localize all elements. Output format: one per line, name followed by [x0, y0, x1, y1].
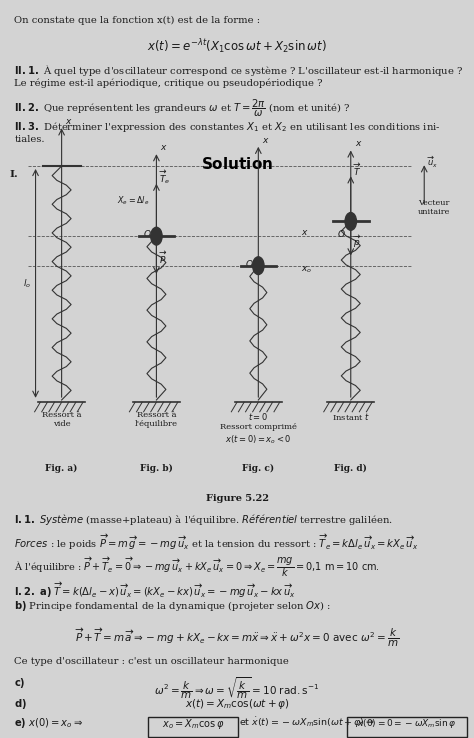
Text: $\overrightarrow{u}_x$: $\overrightarrow{u}_x$	[427, 155, 438, 170]
Text: $\mathbf{I.1.}$ $\mathit{Système}$ (masse+plateau) à l'équilibre. $\mathit{Référ: $\mathbf{I.1.}$ $\mathit{Système}$ (mass…	[14, 512, 393, 527]
Text: $x(t) = e^{-\lambda t}(X_1 \cos \omega t + X_2 \sin \omega t)$: $x(t) = e^{-\lambda t}(X_1 \cos \omega t…	[147, 37, 327, 55]
Text: On constate que la fonction x(t) est de la forme :: On constate que la fonction x(t) est de …	[14, 16, 260, 25]
Text: $\mathbf{d)}$: $\mathbf{d)}$	[14, 697, 27, 711]
Text: $x(t) = X_m \cos(\omega t + \varphi)$: $x(t) = X_m \cos(\omega t + \varphi)$	[185, 697, 289, 711]
Text: $O$: $O$	[245, 258, 254, 269]
Text: $\overrightarrow{P} + \overrightarrow{T} = m\,\overrightarrow{a}\Rightarrow -mg : $\overrightarrow{P} + \overrightarrow{T}…	[75, 627, 399, 649]
Circle shape	[345, 213, 356, 230]
Text: $O$: $O$	[337, 229, 346, 239]
Text: Fig. d): Fig. d)	[334, 464, 367, 473]
Text: I.: I.	[9, 170, 18, 179]
Text: $\mathbf{e)}$ $x(0) = x_o \Rightarrow$: $\mathbf{e)}$ $x(0) = x_o \Rightarrow$	[14, 716, 83, 730]
Text: $\mathit{Forces}$ : le poids $\overrightarrow{P} = m\,\overrightarrow{g} = -mg\,: $\mathit{Forces}$ : le poids $\overright…	[14, 533, 419, 552]
Text: $\mathbf{b)}$ Principe fondamental de la dynamique (projeter selon $Ox$) :: $\mathbf{b)}$ Principe fondamental de la…	[14, 599, 331, 613]
Text: Fig. c): Fig. c)	[242, 464, 274, 473]
Text: $x$: $x$	[160, 143, 168, 152]
Text: Figure 5.22: Figure 5.22	[206, 494, 268, 503]
Text: $\mathbf{II.1.}$ À quel type d'oscillateur correspond ce système ? L'oscillateur: $\mathbf{II.1.}$ À quel type d'oscillate…	[14, 63, 464, 77]
Text: $\mathbf{c)}$: $\mathbf{c)}$	[14, 676, 26, 690]
Circle shape	[151, 227, 162, 245]
Text: Le régime est-il apériodique, critique ou pseudopériodique ?: Le régime est-il apériodique, critique o…	[14, 79, 323, 89]
Text: Ressort à
l'équilibre: Ressort à l'équilibre	[135, 411, 178, 428]
Text: $\mathbf{II.2.}$ Que représentent les grandeurs $\omega$ et $T = \dfrac{2\pi}{\o: $\mathbf{II.2.}$ Que représentent les gr…	[14, 98, 351, 120]
Text: $\mathrm{et}\ \dot{x}(t) = -\omega X_m \sin(\omega t + \varphi) \Rightarrow$: $\mathrm{et}\ \dot{x}(t) = -\omega X_m \…	[239, 716, 375, 730]
Text: Fig. b): Fig. b)	[140, 464, 173, 473]
Text: $x$: $x$	[65, 117, 73, 126]
Text: $\mathbf{II.3.}$ Déterminer l'expression des constantes $X_1$ et $X_2$ en utilis: $\mathbf{II.3.}$ Déterminer l'expression…	[14, 120, 441, 134]
Text: $\overrightarrow{P}$: $\overrightarrow{P}$	[159, 250, 168, 266]
Text: $X_e = \Delta l_e$: $X_e = \Delta l_e$	[117, 195, 149, 207]
Text: $t = 0$
Ressort comprimé
$x(t=0) = x_o < 0$: $t = 0$ Ressort comprimé $x(t=0) = x_o <…	[220, 411, 297, 446]
Text: $O$: $O$	[143, 229, 152, 239]
Text: $l_o$: $l_o$	[23, 278, 31, 290]
Text: $\omega^2 = \dfrac{k}{m} \Rightarrow \omega = \sqrt{\dfrac{k}{m}} = 10\ \mathrm{: $\omega^2 = \dfrac{k}{m} \Rightarrow \om…	[155, 676, 319, 702]
Circle shape	[253, 257, 264, 275]
Text: $\mathbf{I.2.\ a)}$ $\overrightarrow{T} = k(\Delta l_e - x)\,\overrightarrow{u}_: $\mathbf{I.2.\ a)}$ $\overrightarrow{T} …	[14, 581, 296, 600]
Text: Ce type d'oscillateur : c'est un oscillateur harmonique: Ce type d'oscillateur : c'est un oscilla…	[14, 657, 289, 666]
Text: $\mathbf{Solution}$: $\mathbf{Solution}$	[201, 156, 273, 172]
Text: $\overrightarrow{T}_e$: $\overrightarrow{T}_e$	[159, 168, 170, 186]
Text: $x$: $x$	[262, 136, 270, 145]
Text: Vecteur
unitaire: Vecteur unitaire	[418, 199, 450, 216]
Text: Instant $t$: Instant $t$	[332, 411, 370, 422]
Text: $x_o = X_m \cos\varphi$: $x_o = X_m \cos\varphi$	[162, 717, 224, 731]
Text: On en déduit donc comme solution $\varphi = 0\ X_m = x_o$ soit $x(t) = x_o \cos\: On en déduit donc comme solution $\varph…	[14, 736, 357, 738]
Text: Ressort à
vide: Ressort à vide	[42, 411, 82, 428]
Text: $\dot{x}(0) = 0 = -\omega X_m \sin\varphi$: $\dot{x}(0) = 0 = -\omega X_m \sin\varph…	[357, 717, 457, 731]
Text: Fig. a): Fig. a)	[46, 464, 78, 473]
Text: $\overrightarrow{p}$: $\overrightarrow{p}$	[353, 234, 362, 250]
Text: $x_o$: $x_o$	[301, 264, 312, 275]
Text: $x$: $x$	[301, 228, 309, 237]
Text: tiales.: tiales.	[14, 135, 45, 144]
Text: $\overrightarrow{T}$: $\overrightarrow{T}$	[353, 162, 362, 178]
Text: À l'équilibre : $\overrightarrow{P} + \overrightarrow{T}_e = \overrightarrow{0}\: À l'équilibre : $\overrightarrow{P} + \o…	[14, 555, 380, 579]
Text: $x$: $x$	[355, 139, 362, 148]
